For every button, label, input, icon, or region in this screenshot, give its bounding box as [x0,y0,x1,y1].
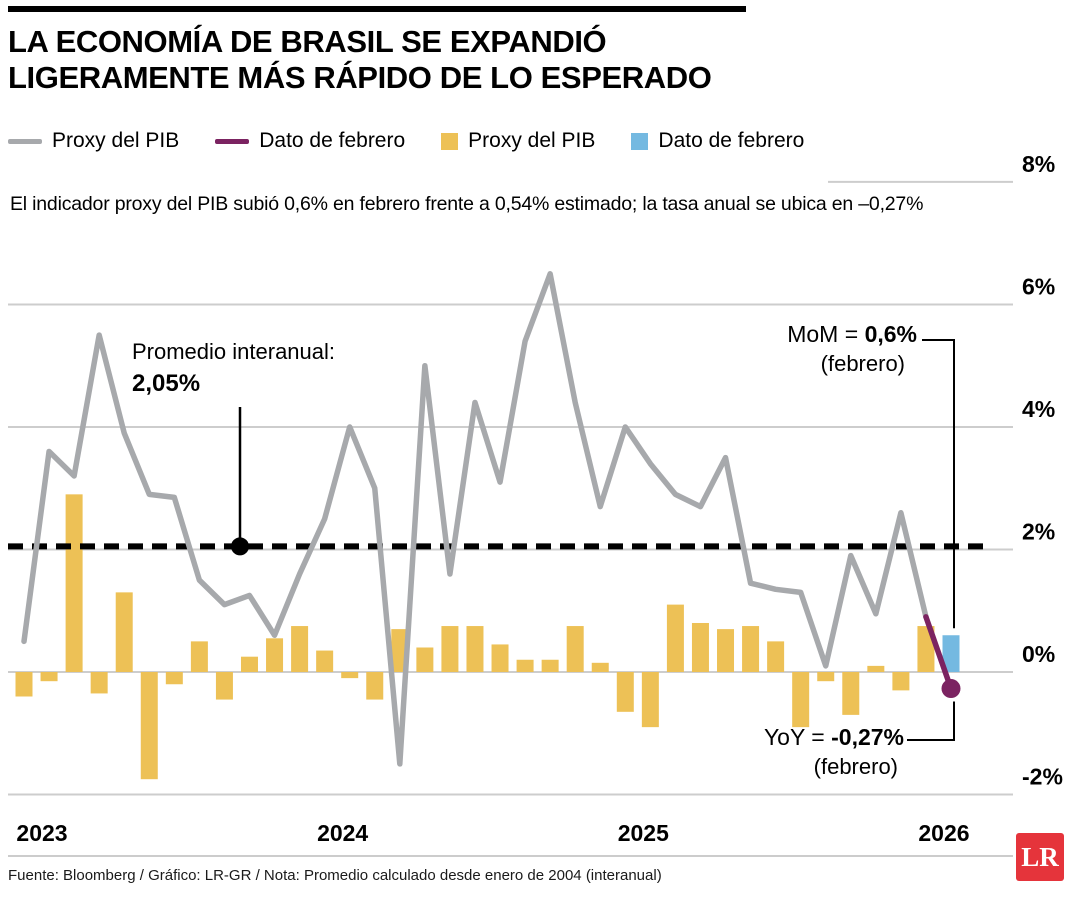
mom-bar [717,629,735,672]
mom-bar [842,672,860,715]
mom-annotation-sub: (febrero) [820,350,905,376]
mom-bar [140,672,158,780]
legend-item-mom-bars: Proxy del PIB [441,129,595,153]
legend-item-yoy-february: Dato de febrero [215,129,405,153]
yoy-annotation-prefix: YoY = [763,724,832,750]
mom-bar [792,672,810,728]
y-tick-label: 0% [1022,641,1055,667]
legend-label: Dato de febrero [658,129,805,152]
mom-bar [917,626,935,672]
x-axis-year-label: 2023 [16,820,67,846]
page-title: LA ECONOMÍA DE BRASIL SE EXPANDIÓ LIGERA… [8,24,712,96]
page-title-line2: LIGERAMENTE MÁS RÁPIDO DE LO ESPERADO [8,59,712,95]
mom-bar [742,626,760,672]
footer-divider [8,855,1013,857]
mom-bar [641,672,659,728]
mom-bar [666,604,684,672]
mom-annotation-prefix: MoM = [787,321,865,347]
yoy-annotation-line: YoY = -0,27% [700,723,904,752]
mom-bar [215,672,233,700]
y-tick-label: 4% [1022,396,1055,422]
mom-bar [65,494,83,672]
mom-bar [316,650,334,672]
legend: Proxy del PIB Dato de febrero Proxy del … [8,129,804,153]
mom-bar [240,656,258,672]
top-rule [8,6,746,12]
lr-logo: LR [1016,833,1064,881]
yoy-february-dot [941,679,961,699]
average-annotation-value: 2,05% [132,369,201,397]
legend-label: Proxy del PIB [52,129,180,152]
yoy-line [21,271,929,767]
mom-bar [767,641,785,672]
average-marker-dot [231,537,249,556]
mom-bar [541,659,559,672]
mom-bar [40,672,58,682]
mom-bar [15,672,33,697]
mom-bar [491,644,509,672]
mom-bar [817,672,835,682]
mom-annotation-value: 0,6% [864,321,917,347]
chart-subtitle: El indicador proxy del PIB subió 0,6% en… [10,193,924,215]
mom-bar [892,672,910,691]
mom-bar [190,641,208,672]
mom-connector-line [922,339,955,629]
y-tick-label: 2% [1022,518,1055,544]
mom-bar [566,626,584,672]
mom-bar [266,638,284,672]
legend-label: Proxy del PIB [468,129,596,152]
x-axis-year-label: 2024 [317,820,368,846]
mom-bar [466,626,484,672]
gray-line-swatch-icon [8,138,42,144]
legend-item-mom-february: Dato de febrero [631,129,804,153]
yoy-annotation-sub: (febrero) [813,753,898,779]
yoy-line-february [923,614,954,692]
purple-line-swatch-icon [215,138,250,144]
mom-bar [416,647,434,672]
y-tick-label: 8% [1022,151,1055,177]
yoy-annotation: YoY = -0,27% (febrero) [700,723,904,780]
source-note: Fuente: Bloomberg / Gráfico: LR-GR / Not… [8,867,662,884]
mom-bar [115,592,133,672]
mom-bar [591,662,609,672]
legend-label: Dato de febrero [259,129,406,152]
blue-square-swatch-icon [631,132,649,150]
y-tick-label: 6% [1022,273,1055,299]
mom-bar [291,626,309,672]
mom-bar-february [942,635,960,672]
x-axis-year-label: 2025 [618,820,669,846]
mom-annotation: MoM = 0,6% (febrero) [715,320,917,377]
mom-bar [441,626,459,672]
yellow-square-swatch-icon [441,132,459,150]
mom-bar [616,672,634,712]
mom-bar [691,622,709,672]
mom-bar [90,672,108,694]
mom-annotation-line: MoM = 0,6% [715,320,917,349]
page-title-line1: LA ECONOMÍA DE BRASIL SE EXPANDIÓ [8,24,607,59]
mom-bar [341,672,359,679]
average-annotation-label: Promedio interanual: [132,339,336,364]
mom-bar [867,665,885,672]
average-annotation: Promedio interanual: 2,05% [132,338,335,399]
x-axis-year-label: 2026 [918,820,969,846]
y-tick-label: -2% [1022,764,1063,790]
mom-bar [165,672,183,685]
mom-bar [366,672,384,700]
mom-bar [516,659,534,672]
legend-item-yoy-line: Proxy del PIB [8,129,179,153]
yoy-annotation-value: -0,27% [831,724,904,750]
yoy-connector-line [907,701,955,741]
